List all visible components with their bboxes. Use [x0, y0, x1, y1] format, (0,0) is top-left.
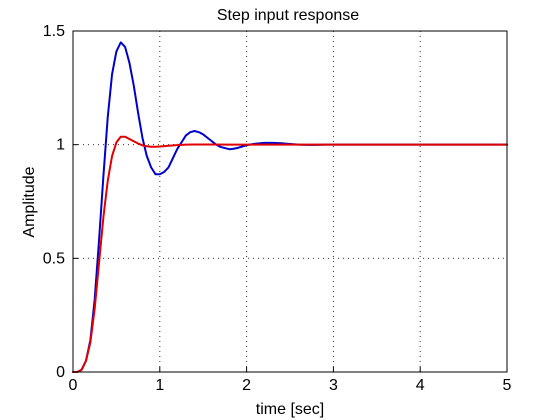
y-axis-label: Amplitude — [21, 166, 38, 237]
y-tick-label: 0.5 — [43, 250, 65, 267]
y-ticks-layer: 0 0.5 1 1.5 — [43, 23, 78, 381]
red-response-line — [72, 135, 508, 373]
y-tick-label: 1 — [56, 137, 65, 154]
y-tick-label: 0 — [56, 364, 65, 381]
x-axis-label: time [sec] — [256, 401, 324, 418]
x-tick-label: 4 — [416, 377, 425, 394]
x-tick-label: 5 — [503, 377, 512, 394]
plot-frame — [72, 30, 508, 373]
x-tick-label: 1 — [155, 377, 164, 394]
x-tick-label: 0 — [69, 377, 78, 394]
y-tick-label: 1.5 — [43, 23, 65, 40]
x-ticks-layer: 0 1 2 3 4 5 — [69, 367, 512, 394]
series-layer — [72, 41, 508, 373]
x-tick-label: 3 — [329, 377, 338, 394]
chart-title: Step input response — [217, 7, 359, 24]
x-tick-label: 2 — [242, 377, 251, 394]
